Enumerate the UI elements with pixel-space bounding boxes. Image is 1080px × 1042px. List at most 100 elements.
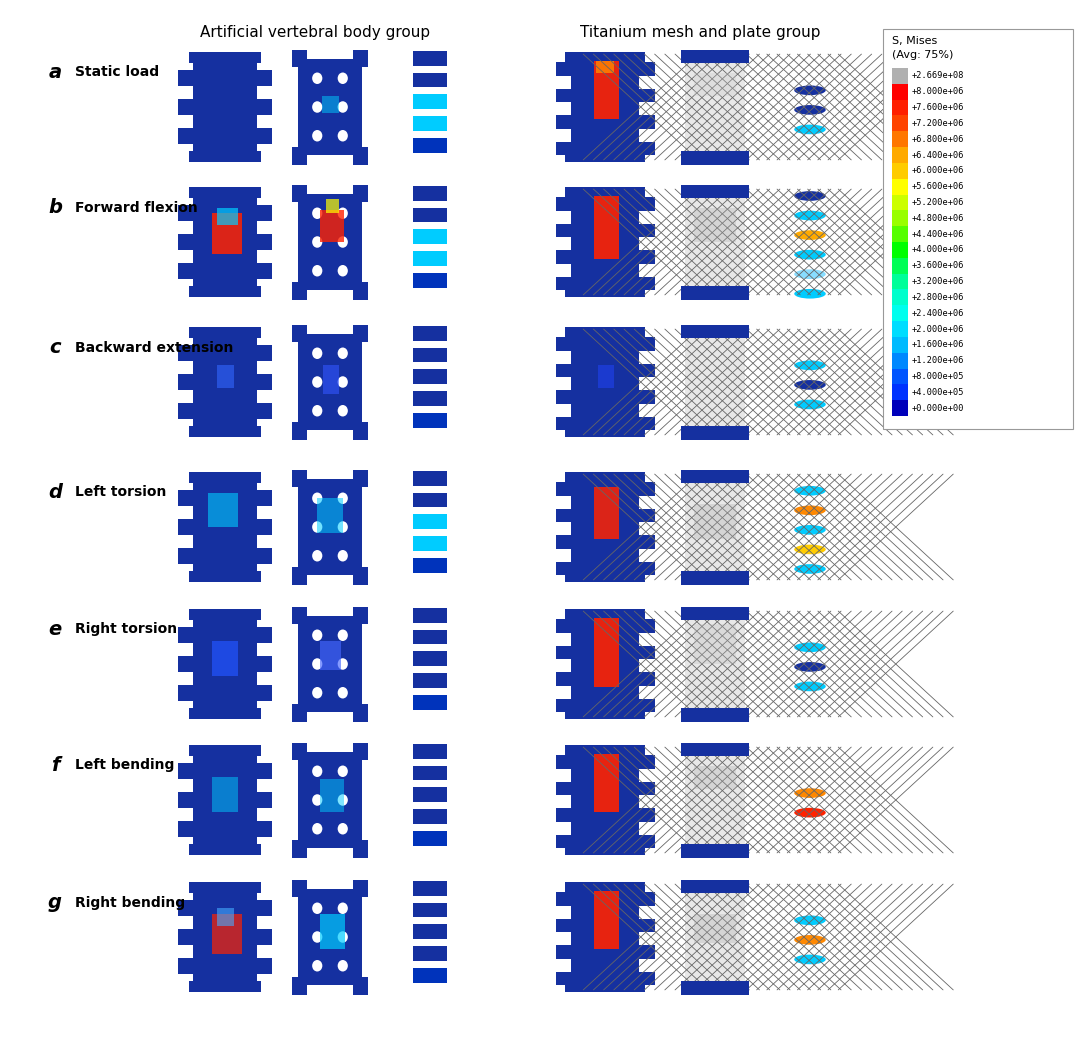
Bar bbox=[566, 187, 645, 198]
Bar bbox=[320, 914, 346, 948]
Bar bbox=[213, 641, 238, 675]
Bar bbox=[566, 745, 645, 756]
Text: Backward extension: Backward extension bbox=[75, 341, 233, 354]
Bar bbox=[292, 567, 307, 585]
Bar bbox=[555, 782, 571, 795]
Bar bbox=[638, 672, 654, 686]
Bar bbox=[189, 708, 260, 719]
Bar bbox=[571, 749, 639, 850]
Text: c: c bbox=[50, 338, 60, 357]
Bar bbox=[178, 656, 193, 672]
Bar bbox=[292, 422, 307, 440]
Bar bbox=[571, 887, 639, 988]
Bar bbox=[571, 614, 639, 715]
Text: +4.800e+06: +4.800e+06 bbox=[912, 214, 964, 223]
Bar bbox=[192, 613, 257, 716]
Bar bbox=[892, 290, 908, 305]
Bar bbox=[555, 698, 571, 713]
Ellipse shape bbox=[794, 191, 826, 201]
Bar bbox=[693, 914, 737, 943]
Ellipse shape bbox=[312, 659, 322, 670]
Bar bbox=[681, 606, 750, 620]
Ellipse shape bbox=[312, 101, 322, 113]
Bar bbox=[353, 879, 368, 897]
Bar bbox=[571, 192, 639, 293]
Bar bbox=[292, 282, 307, 299]
Bar bbox=[256, 70, 272, 86]
Bar bbox=[189, 571, 260, 582]
Bar bbox=[256, 263, 272, 279]
Bar bbox=[681, 879, 750, 893]
Bar bbox=[178, 205, 193, 221]
Ellipse shape bbox=[338, 902, 348, 914]
Bar bbox=[892, 400, 908, 416]
Bar bbox=[681, 708, 750, 721]
Bar bbox=[322, 96, 338, 113]
Bar bbox=[256, 685, 272, 701]
Bar bbox=[178, 685, 193, 701]
Ellipse shape bbox=[338, 347, 348, 359]
Bar bbox=[638, 89, 654, 102]
Bar bbox=[681, 844, 750, 858]
Bar bbox=[414, 788, 447, 802]
Bar bbox=[178, 99, 193, 115]
Bar bbox=[555, 89, 571, 102]
Bar bbox=[292, 977, 307, 994]
Bar bbox=[693, 73, 737, 96]
Bar bbox=[414, 369, 447, 384]
Bar bbox=[414, 924, 447, 939]
Bar bbox=[598, 365, 615, 388]
Bar bbox=[256, 900, 272, 916]
Bar bbox=[414, 117, 447, 131]
Bar bbox=[892, 274, 908, 290]
Bar bbox=[320, 641, 341, 670]
Bar bbox=[178, 374, 193, 390]
Bar bbox=[638, 142, 654, 155]
Ellipse shape bbox=[794, 230, 826, 240]
Ellipse shape bbox=[338, 766, 348, 777]
Bar bbox=[566, 52, 645, 64]
Bar bbox=[414, 73, 447, 88]
Bar bbox=[638, 892, 654, 905]
Bar bbox=[256, 821, 272, 837]
Text: +2.000e+06: +2.000e+06 bbox=[912, 324, 964, 333]
Ellipse shape bbox=[312, 766, 322, 777]
Ellipse shape bbox=[794, 210, 826, 220]
Bar bbox=[414, 138, 447, 153]
Bar bbox=[555, 971, 571, 986]
Ellipse shape bbox=[312, 960, 322, 971]
Bar bbox=[414, 559, 447, 573]
Bar bbox=[594, 487, 620, 539]
Bar bbox=[414, 391, 447, 406]
Bar bbox=[638, 808, 654, 822]
Bar bbox=[353, 743, 368, 760]
Ellipse shape bbox=[338, 493, 348, 504]
Bar bbox=[638, 698, 654, 713]
Bar bbox=[189, 286, 260, 297]
Bar bbox=[555, 835, 571, 848]
Ellipse shape bbox=[794, 289, 826, 299]
Bar bbox=[414, 471, 447, 486]
Bar bbox=[414, 251, 447, 266]
Ellipse shape bbox=[794, 505, 826, 515]
Ellipse shape bbox=[312, 207, 322, 219]
Bar bbox=[178, 263, 193, 279]
Text: +2.400e+06: +2.400e+06 bbox=[912, 308, 964, 318]
Bar bbox=[638, 755, 654, 769]
Bar bbox=[638, 250, 654, 264]
Bar bbox=[353, 147, 368, 165]
Bar bbox=[594, 61, 620, 119]
Text: +4.000e+06: +4.000e+06 bbox=[912, 246, 964, 254]
Bar bbox=[189, 981, 260, 992]
Text: +7.200e+06: +7.200e+06 bbox=[912, 119, 964, 128]
Bar bbox=[571, 56, 639, 157]
Bar bbox=[213, 214, 242, 253]
Bar bbox=[414, 537, 447, 551]
Bar bbox=[353, 704, 368, 721]
Bar bbox=[353, 840, 368, 858]
Bar bbox=[566, 426, 645, 438]
Ellipse shape bbox=[338, 101, 348, 113]
Bar bbox=[213, 777, 238, 812]
Bar bbox=[192, 330, 257, 433]
Bar bbox=[555, 892, 571, 905]
